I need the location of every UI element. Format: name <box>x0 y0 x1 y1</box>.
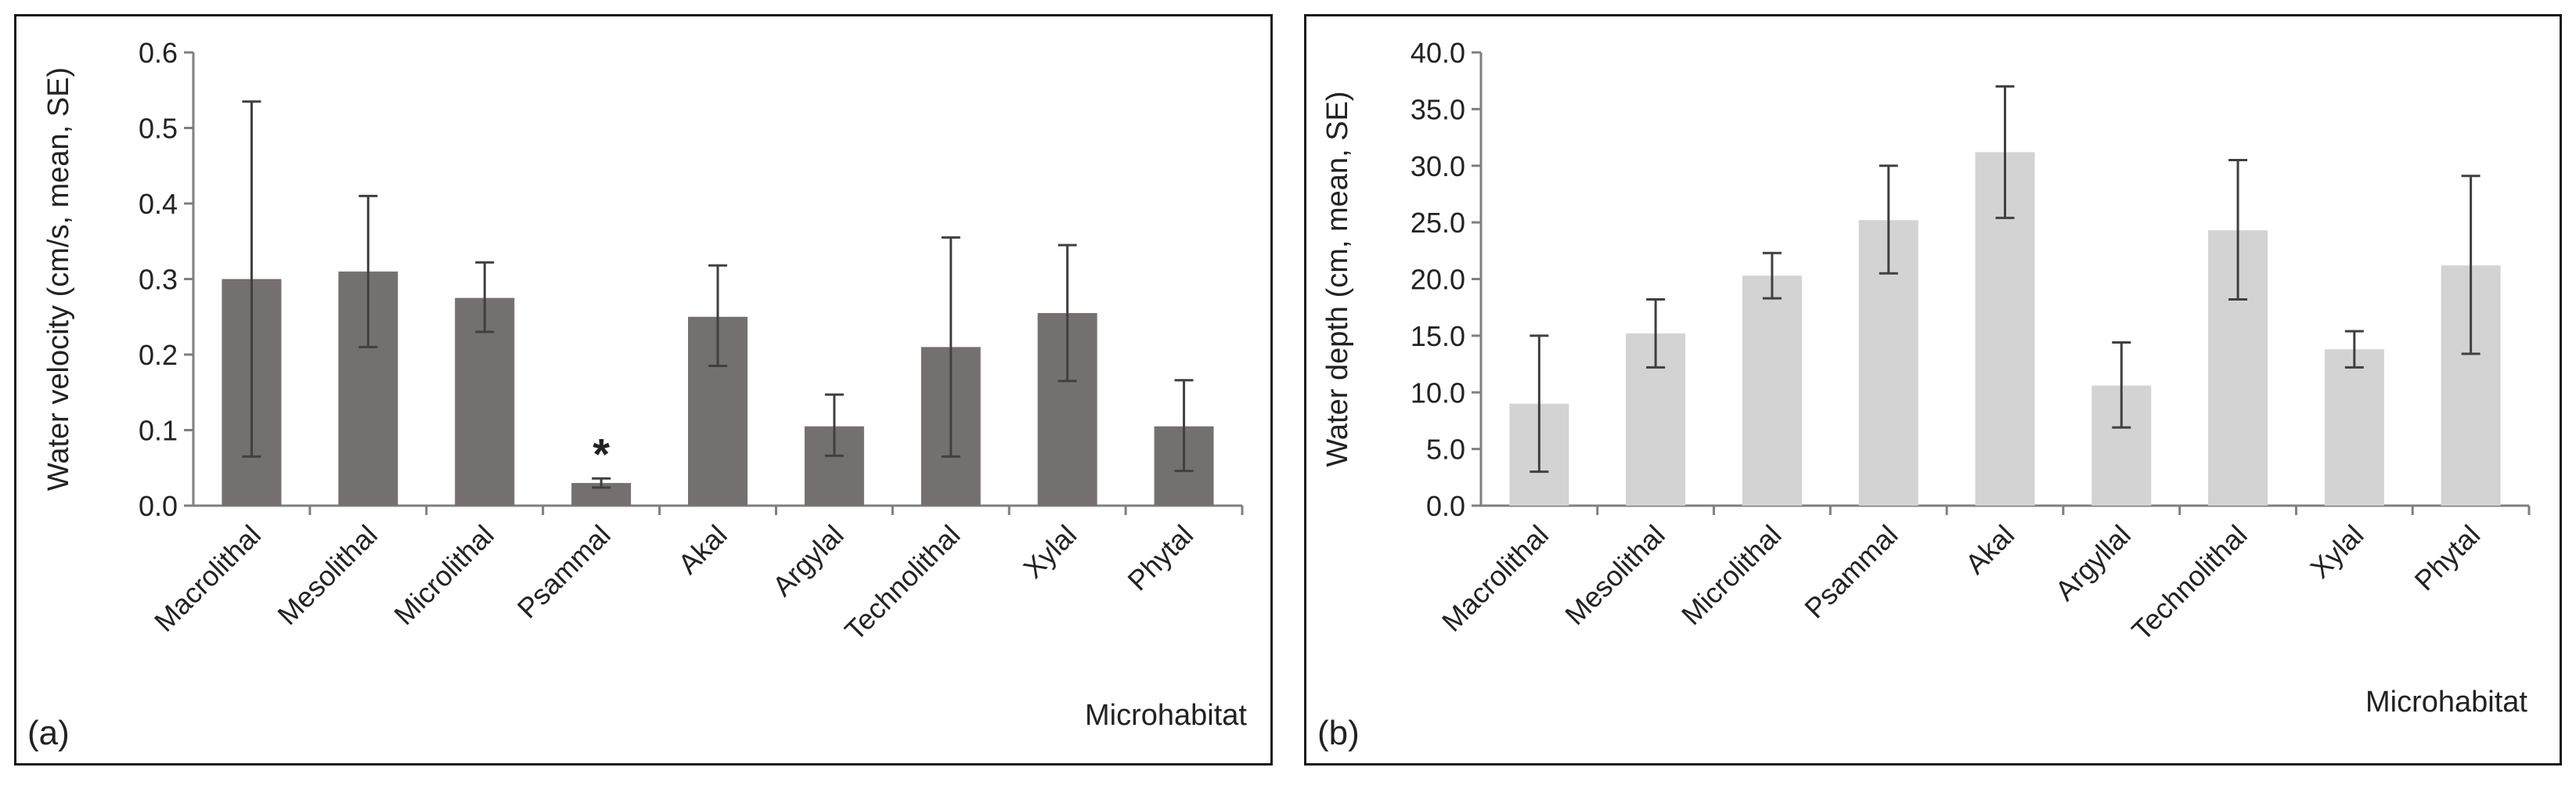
x-tick-label: Macrolithal <box>1436 519 1555 638</box>
velocity-chart-svg: Water velocity (cm/s, mean, SE) 0.0 0.1 0.2… <box>27 37 1247 752</box>
y-tick-label: 0.2 <box>139 339 178 371</box>
y-tick-label: 0.4 <box>139 188 178 220</box>
x-tick-label: Argyllal <box>2048 519 2136 607</box>
bar-xylal <box>2324 349 2384 506</box>
y-tick-label: 0.3 <box>139 264 178 296</box>
x-tick-label: Akal <box>672 519 733 581</box>
y-axis-title: Water velocity (cm/s, mean, SE) <box>42 67 75 491</box>
y-tick-label: 0.0 <box>139 490 178 522</box>
x-tick-label: Psammal <box>511 519 617 625</box>
chart-panel-b: Water depth (cm, mean, SE) 0.0 5.0 10.0 15.0… <box>1304 14 2562 766</box>
y-tick-label: 30.0 <box>1410 150 1465 182</box>
bar-microlithal <box>1742 276 1802 506</box>
x-tick-label: Argylal <box>766 519 850 603</box>
y-tick-label: 5.0 <box>1426 434 1465 466</box>
y-tick-label: 15.0 <box>1410 320 1465 352</box>
y-axis-title: Water depth (cm, mean, SE) <box>1321 91 1354 467</box>
y-tick-label: 0.6 <box>139 37 178 69</box>
x-tick-label: Phytal <box>2408 519 2487 597</box>
y-tick-label: 0.5 <box>139 113 178 145</box>
y-tick-label: 10.0 <box>1410 376 1465 409</box>
x-tick-label: Psammal <box>1798 519 1904 625</box>
x-tick-label: Technolithal <box>2125 519 2253 647</box>
x-axis-title: Microhabitat <box>1085 699 1247 732</box>
x-tick-label: Xylal <box>1017 519 1083 585</box>
chart-panel-a: Water velocity (cm/s, mean, SE) 0.0 0.1 0.2… <box>14 14 1273 766</box>
significance-asterisk: * <box>593 429 610 478</box>
y-tick-label: 0.0 <box>1426 490 1465 522</box>
x-tick-label: Phytal <box>1121 519 1199 597</box>
depth-chart-svg: Water depth (cm, mean, SE) 0.0 5.0 10.0 15.0… <box>1317 37 2531 752</box>
x-tick-label: Mesolithal <box>1558 519 1671 632</box>
x-tick-label: Mesolithal <box>271 519 384 632</box>
y-tick-label: 40.0 <box>1410 37 1465 69</box>
x-tick-label: Technolithal <box>838 519 966 647</box>
x-tick-label: Microlithal <box>387 519 500 632</box>
panel-label: (b) <box>1317 714 1360 752</box>
x-axis-title: Microhabitat <box>2365 686 2527 719</box>
x-tick-label: Macrolithal <box>148 519 267 638</box>
x-tick-label: Xylal <box>2304 519 2369 585</box>
y-tick-label: 20.0 <box>1410 264 1465 296</box>
panel-label: (a) <box>27 714 70 752</box>
x-tick-label: Akal <box>1959 519 2021 581</box>
y-tick-label: 0.1 <box>139 415 178 447</box>
x-tick-label: Microlithal <box>1675 519 1788 632</box>
y-tick-label: 35.0 <box>1410 93 1465 125</box>
y-tick-label: 25.0 <box>1410 207 1465 239</box>
